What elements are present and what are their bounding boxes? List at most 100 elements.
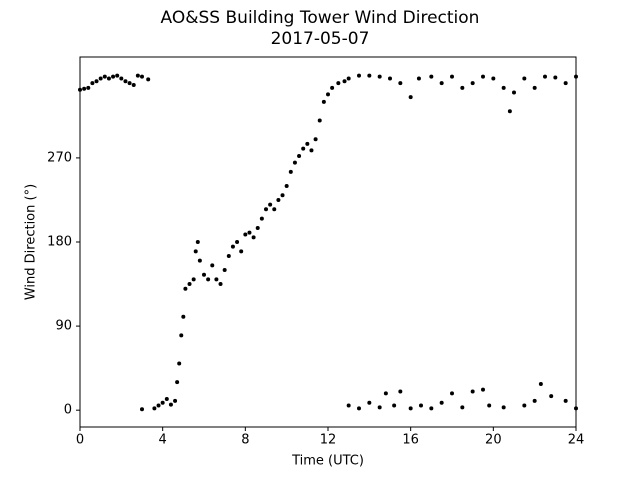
chart-subtitle: 2017-05-07 bbox=[271, 29, 370, 49]
data-point bbox=[243, 232, 248, 237]
y-tick-label: 180 bbox=[47, 235, 72, 250]
y-axis-label: Wind Direction (°) bbox=[24, 184, 39, 300]
data-point bbox=[140, 407, 144, 412]
data-point bbox=[501, 85, 506, 90]
data-point bbox=[543, 74, 547, 79]
y-tick-label: 0 bbox=[64, 403, 72, 418]
data-point bbox=[429, 74, 434, 79]
data-point bbox=[392, 403, 397, 408]
y-tick-label: 90 bbox=[55, 319, 72, 334]
data-point bbox=[156, 403, 161, 408]
data-point bbox=[181, 314, 186, 319]
data-point bbox=[135, 73, 140, 78]
data-point bbox=[336, 81, 341, 86]
x-tick-label: 12 bbox=[320, 433, 337, 448]
data-point bbox=[487, 403, 492, 408]
data-point bbox=[297, 154, 302, 159]
data-point bbox=[187, 282, 192, 287]
data-point bbox=[470, 81, 475, 86]
data-point bbox=[512, 90, 516, 95]
data-point bbox=[408, 95, 413, 100]
data-point bbox=[416, 76, 421, 81]
data-point bbox=[127, 81, 132, 86]
data-point bbox=[195, 240, 200, 244]
x-tick-label: 8 bbox=[241, 433, 249, 448]
data-point bbox=[259, 216, 264, 221]
data-point bbox=[398, 81, 403, 86]
data-point bbox=[202, 272, 206, 277]
data-point bbox=[398, 389, 403, 394]
data-point bbox=[82, 86, 87, 91]
data-point bbox=[313, 137, 318, 142]
data-point bbox=[173, 398, 178, 403]
data-point bbox=[367, 73, 372, 78]
data-point bbox=[276, 197, 281, 202]
x-tick-label: 24 bbox=[568, 433, 585, 448]
x-tick-label: 4 bbox=[159, 433, 167, 448]
data-point bbox=[470, 389, 475, 394]
data-point bbox=[210, 263, 215, 268]
data-point bbox=[507, 109, 512, 114]
data-point bbox=[481, 387, 485, 392]
data-point bbox=[152, 406, 157, 411]
data-point bbox=[450, 74, 454, 79]
data-point bbox=[574, 74, 578, 79]
data-point bbox=[123, 79, 128, 84]
data-point bbox=[408, 406, 413, 411]
data-point bbox=[574, 406, 578, 411]
data-point bbox=[342, 79, 347, 84]
data-point bbox=[197, 258, 202, 263]
data-point bbox=[357, 406, 361, 411]
data-point bbox=[247, 230, 252, 235]
data-point bbox=[78, 87, 82, 92]
data-point bbox=[280, 193, 285, 198]
data-point bbox=[175, 380, 180, 385]
x-axis-label: Time (UTC) bbox=[291, 454, 364, 469]
data-point bbox=[272, 207, 277, 212]
data-point bbox=[160, 400, 165, 405]
data-point bbox=[94, 79, 99, 84]
data-point bbox=[481, 74, 485, 79]
data-point bbox=[377, 405, 382, 410]
data-point bbox=[383, 391, 388, 396]
data-point bbox=[346, 403, 351, 408]
data-point bbox=[317, 118, 322, 123]
data-point bbox=[115, 73, 120, 78]
data-point bbox=[218, 282, 223, 287]
data-point bbox=[330, 85, 335, 90]
data-point bbox=[357, 73, 361, 78]
data-point bbox=[251, 235, 256, 240]
data-point bbox=[268, 202, 273, 207]
data-point bbox=[164, 396, 169, 401]
data-point bbox=[206, 277, 211, 282]
data-point bbox=[230, 244, 235, 249]
data-point bbox=[553, 75, 558, 80]
data-point bbox=[538, 382, 543, 387]
data-point bbox=[102, 74, 107, 79]
data-point bbox=[119, 76, 124, 81]
data-point bbox=[522, 76, 527, 81]
data-point bbox=[288, 169, 293, 174]
x-tick-label: 16 bbox=[402, 433, 419, 448]
data-point bbox=[106, 76, 111, 81]
data-point bbox=[183, 286, 188, 291]
data-point bbox=[146, 77, 151, 82]
data-point bbox=[439, 81, 444, 86]
data-point bbox=[367, 400, 372, 405]
plot-frame bbox=[79, 56, 577, 428]
data-point bbox=[111, 74, 116, 79]
data-point bbox=[491, 76, 496, 81]
data-point bbox=[131, 83, 136, 88]
x-tick-label: 20 bbox=[485, 433, 502, 448]
data-point bbox=[301, 146, 306, 151]
data-point bbox=[140, 74, 144, 79]
y-tick-label: 270 bbox=[47, 150, 72, 165]
data-point bbox=[450, 391, 454, 396]
data-point bbox=[191, 277, 196, 282]
data-point bbox=[501, 405, 506, 410]
data-point bbox=[439, 400, 444, 405]
data-point bbox=[222, 268, 227, 273]
data-point bbox=[522, 403, 527, 408]
data-point bbox=[284, 183, 289, 188]
